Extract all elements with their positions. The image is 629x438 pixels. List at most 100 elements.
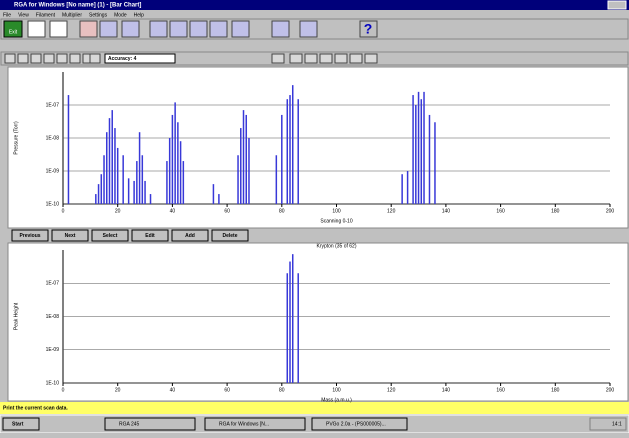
bar — [122, 155, 124, 204]
toolbar-icon[interactable] — [359, 20, 378, 38]
chart-title: Krypton (35 of 62) — [316, 243, 356, 249]
x-tick-label: 20 — [115, 387, 121, 393]
x-tick-label: 80 — [279, 387, 285, 393]
toolbar-icon[interactable] — [4, 53, 16, 64]
x-axis-label: Mass (a.m.u.) — [321, 397, 352, 403]
y-tick-label: 1E-10 — [46, 380, 60, 386]
toolbar-icon[interactable] — [27, 20, 46, 38]
start-label: Start — [12, 421, 24, 427]
menu-item[interactable]: Help — [134, 12, 145, 18]
y-tick-label: 1E-08 — [46, 135, 60, 141]
start-button[interactable] — [2, 417, 40, 431]
menu-item[interactable]: File — [3, 12, 11, 18]
menu-item[interactable]: Filament — [36, 12, 56, 18]
accuracy-select[interactable] — [104, 53, 176, 64]
toolbar-icon[interactable] — [289, 53, 303, 64]
y-tick-label: 1E-07 — [46, 102, 60, 108]
bar — [415, 105, 417, 204]
bar — [116, 147, 119, 204]
taskbar-item-label: RGA for Windows [N... — [219, 421, 269, 427]
toolbar-icon[interactable] — [304, 53, 318, 64]
bar — [141, 155, 144, 204]
button[interactable] — [51, 229, 89, 242]
bar — [179, 141, 182, 204]
toolbar-icon[interactable] — [79, 20, 98, 38]
toolbar-icon[interactable] — [271, 53, 285, 64]
bar — [182, 161, 185, 204]
toolbar-icon[interactable] — [364, 53, 378, 64]
tray — [589, 417, 627, 431]
bar — [286, 273, 289, 383]
button-label: Delete — [222, 233, 237, 239]
bar — [108, 118, 111, 204]
toolbar-icon[interactable] — [149, 20, 168, 38]
x-tick-label: 180 — [551, 208, 560, 214]
bar — [168, 138, 171, 204]
toolbar-icon[interactable] — [349, 53, 363, 64]
taskbar-item[interactable] — [204, 417, 306, 431]
toolbar-icon[interactable] — [169, 20, 188, 38]
toolbar-icon[interactable] — [121, 20, 140, 38]
button[interactable] — [11, 229, 49, 242]
toolbar-icon[interactable] — [319, 53, 333, 64]
toolbar-icon[interactable] — [209, 20, 228, 38]
menu-item[interactable]: View — [18, 12, 29, 18]
toolbar-icon[interactable] — [49, 20, 68, 38]
bar — [291, 254, 294, 383]
bar — [114, 128, 116, 204]
exit-button[interactable] — [3, 20, 23, 38]
toolbar-icon[interactable] — [99, 20, 118, 38]
bar — [174, 102, 176, 204]
bar — [291, 85, 294, 204]
y-axis-label: Peak Height — [13, 302, 19, 330]
toolbar-icon[interactable] — [299, 20, 318, 38]
button[interactable] — [211, 229, 249, 242]
taskbar-item[interactable] — [104, 417, 196, 431]
x-tick-label: 20 — [115, 208, 121, 214]
toolbar-icon[interactable] — [271, 20, 290, 38]
toolbar-icon[interactable] — [189, 20, 208, 38]
bar — [100, 174, 103, 204]
bar — [412, 95, 414, 204]
bar — [138, 132, 141, 204]
button[interactable] — [131, 229, 169, 242]
toolbar-icon[interactable] — [56, 53, 68, 64]
toolbar-icon[interactable] — [334, 53, 348, 64]
x-tick-label: 160 — [496, 208, 505, 214]
taskbar-item[interactable] — [311, 417, 408, 431]
toolbar-icon[interactable] — [30, 53, 42, 64]
window-title: RGA for Windows [No name] (1) - [Bar Cha… — [14, 3, 141, 9]
menu-item[interactable]: Mode — [114, 12, 127, 18]
bar — [127, 178, 130, 204]
toolbar-icon[interactable] — [17, 53, 29, 64]
bar — [406, 171, 409, 204]
toolbar-icon[interactable] — [43, 53, 55, 64]
toolbar-icon[interactable] — [69, 53, 81, 64]
bar — [95, 194, 97, 204]
x-tick-label: 120 — [387, 208, 396, 214]
bar — [133, 180, 135, 204]
x-tick-label: 180 — [551, 387, 560, 393]
x-tick-label: 80 — [279, 208, 285, 214]
bar — [428, 114, 431, 204]
x-tick-label: 0 — [62, 387, 65, 393]
window-controls[interactable] — [607, 0, 627, 10]
bar — [136, 161, 138, 204]
bar — [103, 155, 105, 204]
button[interactable] — [171, 229, 209, 242]
bar — [240, 128, 242, 204]
y-axis-label: Pressure (Torr) — [13, 121, 19, 155]
x-tick-label: 40 — [170, 208, 176, 214]
clock: 14:1 — [612, 421, 622, 427]
x-tick-label: 140 — [442, 208, 451, 214]
toolbar-icon[interactable] — [89, 53, 101, 64]
x-tick-label: 160 — [496, 387, 505, 393]
menu-item[interactable]: Settings — [89, 12, 108, 18]
toolbar-icon[interactable] — [231, 20, 250, 38]
bar — [281, 114, 283, 204]
bar — [149, 194, 152, 204]
menu-item[interactable]: Multiplier — [62, 12, 82, 18]
accuracy-label: Accuracy: 4 — [108, 56, 137, 62]
button[interactable] — [91, 229, 129, 242]
